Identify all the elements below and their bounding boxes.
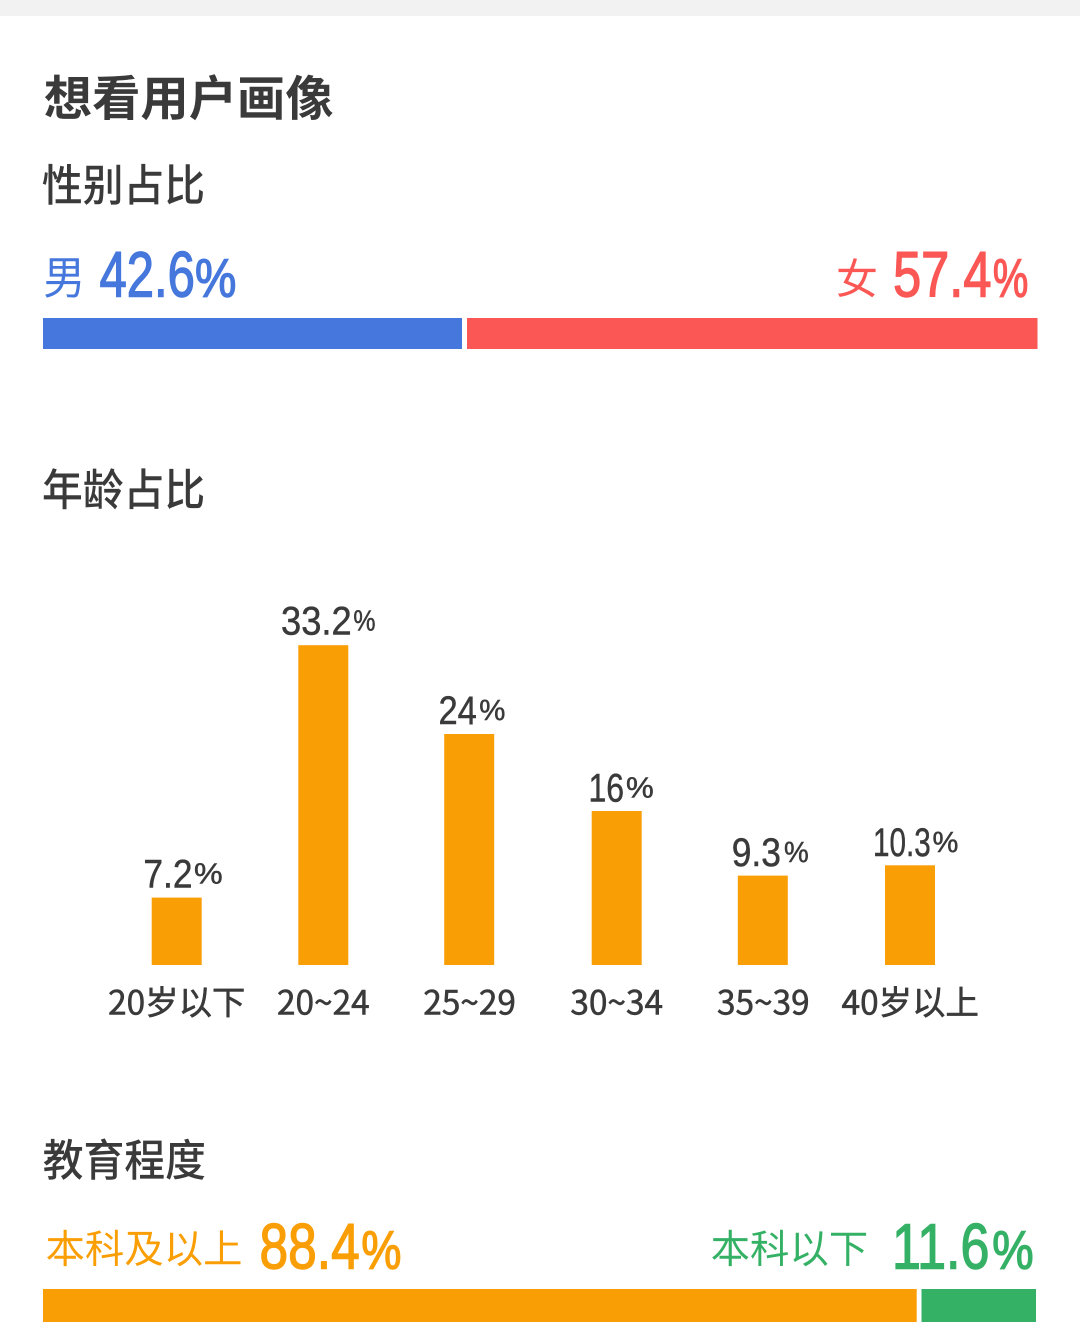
svg-text:%: % <box>993 249 1028 309</box>
svg-text:%: % <box>361 1220 401 1281</box>
svg-text:7.2: 7.2 <box>143 851 192 895</box>
svg-text:%: % <box>992 1219 1033 1280</box>
svg-text:%: % <box>194 858 223 890</box>
svg-text:24: 24 <box>438 688 476 733</box>
svg-text:9.3: 9.3 <box>732 830 781 874</box>
svg-text:%: % <box>353 605 375 637</box>
svg-text:11.6: 11.6 <box>892 1211 989 1282</box>
svg-text:%: % <box>195 247 236 308</box>
svg-text:10.3: 10.3 <box>873 821 931 865</box>
svg-text:57.4: 57.4 <box>893 240 991 311</box>
svg-text:%: % <box>784 836 809 869</box>
svg-text:88.4: 88.4 <box>260 1211 360 1283</box>
svg-text:16: 16 <box>589 765 625 810</box>
svg-text:%: % <box>626 773 654 805</box>
svg-text:%: % <box>479 695 505 727</box>
svg-text:42.6: 42.6 <box>100 239 195 311</box>
svg-text:33.2: 33.2 <box>281 599 352 644</box>
svg-text:%: % <box>933 827 959 859</box>
